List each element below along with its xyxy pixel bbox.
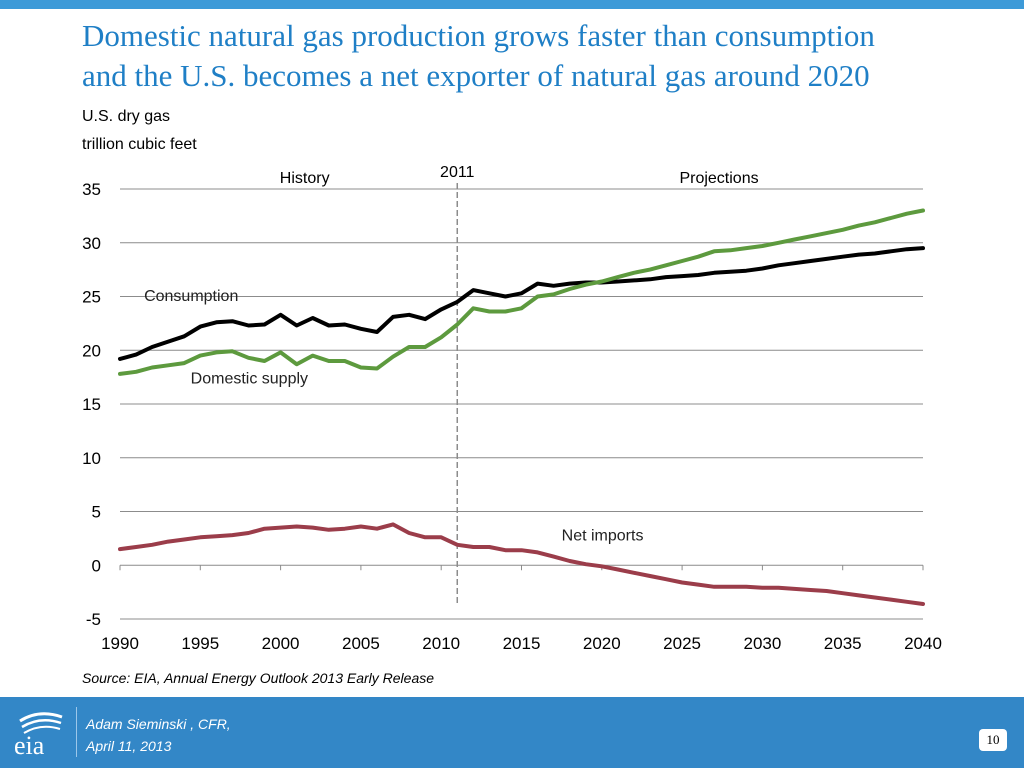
y-tick-label: -5 <box>86 610 101 629</box>
slide-title: Domestic natural gas production grows fa… <box>82 16 982 96</box>
y-tick-label: 35 <box>82 180 101 199</box>
series-line-consumption <box>118 246 925 361</box>
y-tick-label: 25 <box>82 288 101 307</box>
y-tick-label: 20 <box>82 341 101 360</box>
eia-logo: eia <box>14 712 63 759</box>
title-line-1: Domestic natural gas production grows fa… <box>82 18 875 53</box>
series-label-domestic-supply: Domestic supply <box>191 371 308 388</box>
y-tick-label: 30 <box>82 234 101 253</box>
y-axis-unit-label-1: U.S. dry gas <box>82 108 171 125</box>
series-line-domestic-supply <box>118 208 925 376</box>
footer-bar: eia Adam Sieminski , CFR, April 11, 2013 <box>0 697 1024 768</box>
title-line-2: and the U.S. becomes a net exporter of n… <box>82 58 870 93</box>
y-tick-label: 0 <box>92 556 101 575</box>
divider-year-label: 2011 <box>440 164 475 181</box>
page-number: 10 <box>979 729 1007 751</box>
x-tick-label: 2020 <box>583 634 621 653</box>
x-tick-label: 2000 <box>262 634 300 653</box>
series-label-consumption: Consumption <box>144 288 238 305</box>
y-axis-unit-label-2: trillion cubic feet <box>82 136 197 153</box>
series-line-net-imports <box>118 522 925 606</box>
x-tick-label: 2030 <box>743 634 781 653</box>
source-note: Source: EIA, Annual Energy Outlook 2013 … <box>82 670 435 686</box>
x-tick-label: 2025 <box>663 634 701 653</box>
x-tick-label: 2010 <box>422 634 460 653</box>
eia-logo-text: eia <box>14 731 45 759</box>
y-tick-label: 5 <box>92 503 101 522</box>
x-tick-label: 1995 <box>181 634 219 653</box>
top-accent-bar <box>0 0 1024 9</box>
x-tick-label: 2005 <box>342 634 380 653</box>
x-tick-label: 2035 <box>824 634 862 653</box>
projections-label: Projections <box>679 170 758 187</box>
footer-divider <box>76 707 77 757</box>
history-label: History <box>280 170 330 187</box>
y-tick-label: 15 <box>82 395 101 414</box>
series-label-net-imports: Net imports <box>562 528 644 545</box>
x-tick-label: 2015 <box>503 634 541 653</box>
x-tick-label: 2040 <box>904 634 942 653</box>
x-tick-label: 1990 <box>101 634 139 653</box>
footer-date: April 11, 2013 <box>86 738 172 754</box>
footer-author: Adam Sieminski , CFR, <box>86 716 231 732</box>
y-tick-label: 10 <box>82 449 101 468</box>
